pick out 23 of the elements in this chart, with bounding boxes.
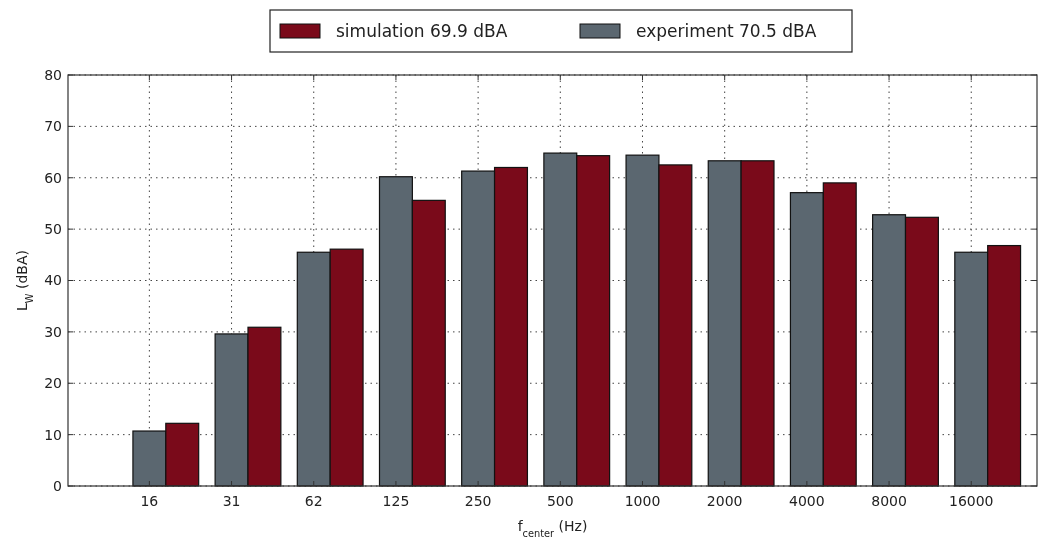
y-tick-label: 10 (44, 426, 62, 443)
x-tick-label: 500 (546, 493, 574, 509)
x-axis-title: f$_{center}$ (Hz) (517, 518, 588, 539)
x-tick-label: 125 (382, 493, 410, 509)
legend-label: experiment 70.5 dBA (636, 20, 817, 41)
y-tick-label: 40 (44, 272, 62, 289)
x-tick-label: 16000 (948, 493, 994, 509)
y-tick-label: 60 (44, 169, 62, 186)
y-tick-label: 70 (44, 118, 62, 135)
y-tick-label: 80 (44, 66, 62, 83)
x-tick-label: 8000 (871, 493, 907, 509)
x-tick-label: 62 (304, 493, 323, 509)
x-tick-label: 250 (464, 493, 492, 509)
x-tick-label: 4000 (789, 493, 825, 509)
x-tick-label: 31 (222, 493, 241, 509)
y-tick-label: 20 (44, 375, 62, 392)
y-tick-label: 0 (53, 477, 62, 494)
y-tick-label: 50 (44, 221, 62, 238)
x-tick-label: 1000 (624, 493, 661, 509)
legend-label: simulation 69.9 dBA (336, 20, 508, 41)
x-tick-label: 2000 (706, 493, 743, 509)
x-tick-label: 16 (140, 493, 159, 509)
y-tick-label: 30 (44, 323, 62, 340)
